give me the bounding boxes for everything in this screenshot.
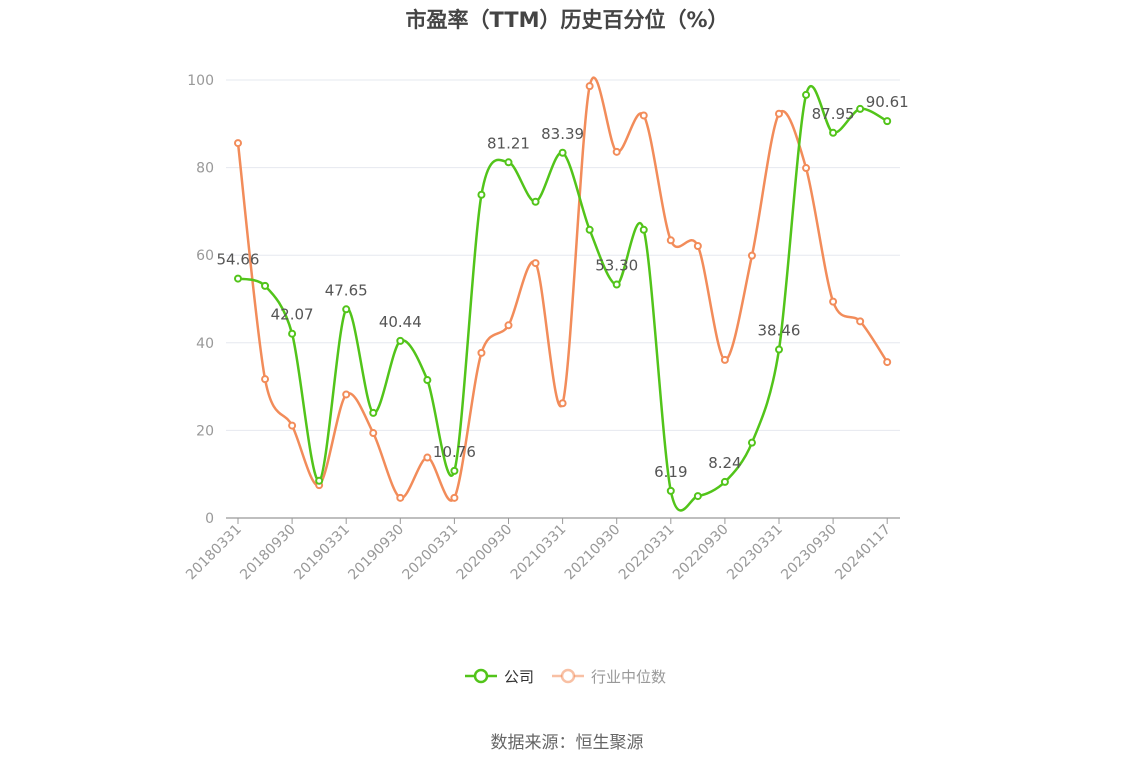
company-data-point[interactable] [369, 408, 378, 417]
industry-data-point[interactable] [585, 82, 594, 91]
data-label: 6.19 [654, 463, 687, 481]
data-label: 47.65 [325, 281, 368, 299]
company-data-point[interactable] [585, 225, 594, 234]
industry-data-point[interactable] [450, 493, 459, 502]
legend-label: 行业中位数 [591, 668, 666, 686]
industry-data-point[interactable] [802, 164, 811, 173]
industry-data-point[interactable] [883, 358, 892, 367]
company-data-point[interactable] [234, 274, 242, 283]
x-tick-label: 20230331 [724, 522, 786, 584]
company-data-point[interactable] [666, 486, 675, 495]
company-data-point[interactable] [288, 329, 297, 338]
label-layer: 54.66 42.07 47.65 40.44 10.76 81.21 83.39 53.30… [217, 93, 909, 481]
series-layer [234, 76, 892, 512]
company-data-point[interactable] [720, 477, 729, 486]
x-tick-label: 20210930 [562, 522, 624, 584]
data-label: 53.30 [595, 257, 638, 275]
data-label: 38.46 [758, 322, 801, 340]
company-data-point[interactable] [504, 158, 513, 167]
company-data-point[interactable] [775, 345, 783, 354]
industry-data-point[interactable] [477, 348, 486, 357]
x-tick-label: 20210331 [508, 522, 570, 584]
company-data-point[interactable] [693, 492, 702, 501]
x-tick-label: 20220930 [670, 522, 732, 584]
company-data-point[interactable] [639, 225, 648, 234]
y-tick-label: 80 [196, 161, 214, 177]
industry-data-point[interactable] [639, 111, 648, 120]
y-tick-label: 40 [196, 336, 214, 352]
industry-data-point[interactable] [342, 390, 351, 399]
data-label: 54.66 [217, 251, 260, 269]
company-data-point[interactable] [856, 104, 865, 113]
industry-data-point[interactable] [288, 421, 297, 430]
company-data-point[interactable] [342, 305, 351, 314]
industry-data-point[interactable] [396, 493, 405, 502]
data-label: 81.21 [487, 134, 530, 152]
company-data-point[interactable] [261, 281, 270, 290]
company-data-point[interactable] [450, 466, 459, 475]
company-data-point[interactable] [612, 280, 621, 289]
industry-data-point[interactable] [693, 242, 702, 251]
company-data-point[interactable] [829, 128, 838, 137]
x-tick-label: 20190331 [291, 522, 353, 584]
industry-data-point[interactable] [531, 259, 540, 268]
legend-marker-icon [560, 668, 576, 684]
legend[interactable]: 公司 行业中位数 [465, 668, 666, 686]
industry-data-point[interactable] [504, 321, 513, 330]
company-data-point[interactable] [315, 476, 324, 485]
x-tick-label: 20180930 [237, 522, 299, 584]
company-data-point[interactable] [531, 197, 540, 206]
legend-item-industry-median[interactable]: 行业中位数 [552, 668, 666, 686]
legend-item-company[interactable]: 公司 [465, 668, 534, 686]
data-label: 87.95 [812, 105, 855, 123]
x-tick-label: 20240117 [832, 522, 894, 584]
industry-data-point[interactable] [369, 429, 378, 438]
x-tick-label: 20200331 [400, 522, 462, 584]
industry-data-point[interactable] [558, 399, 567, 408]
data-source-note: 数据来源：恒生聚源 [490, 733, 644, 753]
company-data-point[interactable] [747, 438, 756, 447]
data-label: 90.61 [866, 93, 909, 111]
legend-marker-icon [473, 668, 489, 684]
industry-data-point[interactable] [775, 109, 783, 118]
x-tick-label: 20190930 [345, 522, 407, 584]
x-tick-label: 20230930 [778, 522, 840, 584]
legend-label: 公司 [504, 668, 534, 686]
x-tick-label: 20220331 [616, 522, 678, 584]
company-data-point[interactable] [423, 376, 432, 385]
x-tick-label: 20200930 [454, 522, 516, 584]
data-label: 8.24 [708, 454, 741, 472]
y-tick-label: 0 [205, 511, 214, 527]
company-data-point[interactable] [396, 336, 405, 345]
company-data-point[interactable] [802, 90, 811, 99]
industry-data-point[interactable] [856, 317, 865, 326]
y-tick-label: 20 [196, 423, 214, 439]
industry-data-point[interactable] [261, 375, 270, 384]
industry-data-point[interactable] [829, 297, 838, 306]
industry-data-point[interactable] [423, 453, 432, 462]
industry-data-point[interactable] [612, 147, 621, 156]
company-data-point[interactable] [477, 190, 486, 199]
x-tick-label: 20180331 [183, 522, 245, 584]
company-data-point[interactable] [883, 117, 892, 126]
industry-data-point[interactable] [747, 251, 756, 260]
industry-data-point[interactable] [234, 139, 242, 148]
company-data-point[interactable] [558, 148, 567, 157]
data-label: 10.76 [433, 443, 476, 461]
y-tick-label: 60 [196, 248, 214, 264]
industry-data-point[interactable] [666, 236, 675, 245]
chart-title: 市盈率（TTM）历史百分位（%） [405, 8, 729, 32]
y-tick-label: 100 [187, 73, 214, 89]
data-label: 83.39 [541, 125, 584, 143]
data-label: 40.44 [379, 313, 422, 331]
data-label: 42.07 [271, 306, 314, 324]
industry-data-point[interactable] [720, 355, 729, 364]
